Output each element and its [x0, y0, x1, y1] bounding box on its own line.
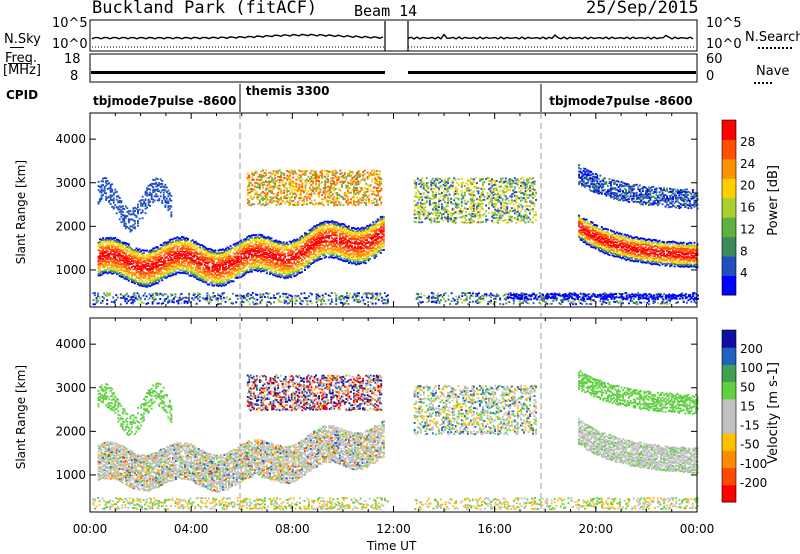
- colorbar-swatch: [722, 467, 736, 486]
- date-label: 25/Sep/2015: [586, 0, 699, 18]
- colorbar-swatch: [722, 158, 736, 179]
- colorbar-swatch: [722, 139, 736, 160]
- colorbar-swatch: [722, 197, 736, 218]
- colorbar-swatch: [722, 256, 736, 276]
- nave-tick-bottom: 0: [706, 69, 715, 84]
- y-tick-label: 3000: [55, 381, 86, 395]
- colorbar-tick-label: 28: [740, 135, 755, 149]
- power-colorbar-label: Power [dB]: [766, 165, 781, 236]
- x-tick-label: 00:00: [73, 522, 108, 536]
- velocity-ylabel: Slant Range [km]: [14, 365, 28, 470]
- x-tick-label: 12:00: [376, 522, 411, 536]
- nsearch-line-key: [758, 47, 792, 49]
- colorbar-swatch: [722, 178, 736, 199]
- y-tick-label: 3000: [55, 176, 86, 190]
- colorbar-tick-label: 20: [740, 179, 755, 193]
- velocity-panel-frame: [89, 317, 698, 513]
- x-tick-label: 04:00: [174, 522, 209, 536]
- freq-tick-top: 18: [64, 52, 81, 67]
- y-tick-label: 4000: [55, 337, 86, 351]
- freq-underline: [8, 63, 30, 64]
- colorbar-swatch: [722, 120, 736, 140]
- nsky-trace: [91, 33, 384, 40]
- nsearch-tick-top: 10^5: [706, 16, 742, 31]
- colorbar-tick-label: 8: [740, 244, 748, 258]
- freq-panel-frame: [89, 53, 698, 83]
- colorbar-swatch: [722, 433, 736, 451]
- freq-tick-bottom: 8: [70, 69, 79, 84]
- freq-trace: [91, 71, 385, 74]
- cpid-segment-label: themis 3300: [245, 84, 330, 98]
- colorbar-swatch: [722, 364, 736, 383]
- power-panel-frame: [89, 112, 698, 308]
- x-axis-label: Time UT: [367, 539, 417, 553]
- y-tick-label: 2000: [55, 219, 86, 233]
- nsearch-tick-bottom: 10^0: [706, 37, 742, 52]
- colorbar-tick-label: 24: [740, 157, 755, 171]
- nave-label: Nave: [756, 64, 790, 79]
- colorbar-swatch: [722, 347, 736, 365]
- freq-trace-after-gap: [408, 71, 696, 74]
- freq-label: Freq.: [5, 51, 37, 66]
- y-tick-label: 1000: [55, 468, 86, 482]
- colorbar-tick-label: -50: [740, 438, 760, 452]
- colorbar-frame: [721, 119, 737, 296]
- colorbar-tick-label: 4: [740, 266, 748, 280]
- cpid-label: CPID: [6, 88, 39, 102]
- colorbar-swatch: [722, 450, 736, 469]
- colorbar-tick-label: 12: [740, 222, 755, 236]
- y-tick-label: 4000: [55, 132, 86, 146]
- plot-title: Buckland Park (fitACF): [92, 0, 318, 18]
- y-tick-label: 1000: [55, 263, 86, 277]
- colorbar-swatch: [722, 398, 736, 417]
- nave-tick-top: 60: [706, 52, 723, 67]
- colorbar-swatch: [722, 275, 736, 296]
- y-tick-label: 2000: [55, 424, 86, 438]
- power-colorbar: 28 24 20 16 12 8 4: [721, 119, 755, 296]
- colorbar-tick-label: 15: [740, 399, 755, 413]
- nsearch-label: N.Search: [745, 30, 800, 45]
- colorbar-swatch: [722, 416, 736, 434]
- colorbar-swatch: [722, 381, 736, 400]
- power-heatmap-cells: [92, 164, 699, 306]
- power-ylabel: Slant Range [km]: [14, 160, 28, 265]
- colorbar-frame: [721, 329, 737, 503]
- x-tick-label: 20:00: [579, 522, 614, 536]
- cpid-segment-label: tbjmode7pulse -8600: [549, 94, 693, 108]
- velocity-colorbar-label: Velocity [m s-1]: [766, 362, 781, 464]
- nsky-tick-bottom: 10^0: [52, 37, 88, 52]
- beam-label: Beam 14: [354, 2, 418, 20]
- colorbar-swatch: [722, 236, 736, 257]
- colorbar-tick-label: 100: [740, 361, 763, 375]
- colorbar-tick-label: 200: [740, 342, 763, 356]
- velocity-colorbar: 200 100 50 15 -15 -50 -100 -200: [721, 329, 767, 503]
- nsky-tick-top: 10^5: [52, 16, 88, 31]
- nave-line-key: [754, 82, 772, 84]
- x-tick-label: 08:00: [275, 522, 310, 536]
- nsky-trace-after-gap: [407, 33, 694, 40]
- x-tick-label: 00:00: [680, 522, 715, 536]
- colorbar-tick-label: 16: [740, 201, 755, 215]
- colorbar-swatch: [722, 484, 736, 503]
- colorbar-tick-label: -100: [740, 457, 767, 471]
- colorbar-swatch: [722, 330, 736, 348]
- nsky-panel-frame: [89, 19, 698, 52]
- nsky-line-key: [10, 47, 24, 48]
- colorbar-tick-label: -200: [740, 476, 767, 490]
- freq-unit-label: [MHz]: [3, 63, 41, 78]
- x-tick-label: 16:00: [477, 522, 512, 536]
- colorbar-tick-label: -15: [740, 419, 760, 433]
- nsky-label: N.Sky: [4, 32, 41, 47]
- colorbar-tick-label: 50: [740, 380, 755, 394]
- cpid-segment-label: tbjmode7pulse -8600: [93, 94, 237, 108]
- velocity-heatmap-cells: [92, 370, 699, 511]
- axes-ticks: 1000 2000 3000 4000 1000 2000 3000 4000 00:00 04:…: [55, 113, 714, 536]
- colorbar-swatch: [722, 217, 736, 238]
